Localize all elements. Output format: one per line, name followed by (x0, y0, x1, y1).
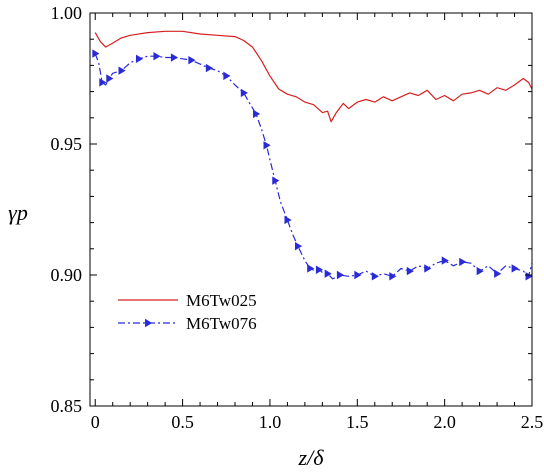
series-point-m6tw076 (135, 54, 144, 64)
series-point-m6tw076 (240, 88, 248, 98)
series-point-m6tw076 (307, 264, 315, 273)
x-tick-label: 0.5 (171, 412, 194, 432)
series-point-m6tw076 (324, 269, 332, 278)
x-axis-label: z/δ (298, 445, 325, 470)
series-point-m6tw076 (494, 269, 502, 278)
series-point-m6tw076 (284, 215, 292, 225)
series-point-m6tw076 (294, 241, 303, 251)
legend-label-m6tw025: M6Tw025 (186, 291, 257, 310)
series-line-m6tw076 (94, 53, 532, 280)
series-point-m6tw076 (511, 264, 519, 273)
y-tick-label: 0.95 (51, 134, 83, 154)
series-point-m6tw076 (371, 272, 379, 281)
series-point-m6tw076 (389, 272, 397, 281)
x-tick-label: 2.0 (433, 412, 456, 432)
series-line-m6tw025 (94, 30, 532, 123)
legend: M6Tw025 M6Tw076 (118, 291, 257, 333)
series-point-m6tw076 (118, 66, 126, 75)
series-point-m6tw076 (263, 141, 271, 150)
series-point-m6tw076 (205, 63, 213, 73)
series-point-m6tw076 (354, 270, 362, 280)
series-point-m6tw076 (406, 266, 414, 276)
series-point-m6tw076 (336, 270, 345, 280)
x-tick-label: 0 (91, 412, 100, 432)
x-tick-label: 2.5 (521, 412, 544, 432)
series-point-m6tw076 (153, 52, 161, 61)
series-point-m6tw076 (99, 78, 107, 87)
series-point-m6tw076 (424, 264, 432, 273)
plot-frame (89, 12, 533, 407)
series-point-m6tw076 (315, 265, 324, 274)
y-axis-label: γp (8, 200, 28, 225)
series-point-m6tw076 (92, 49, 100, 58)
series-point-m6tw076 (106, 74, 114, 83)
axes: 0 0.5 1.0 1.5 2.0 2.5 0.85 0.90 0.95 1.00 z/δ γp (8, 3, 543, 470)
series-m6tw076 (92, 49, 532, 281)
series-point-m6tw076 (223, 71, 231, 81)
series-point-m6tw076 (253, 109, 261, 119)
y-tick-label: 0.90 (51, 265, 83, 285)
series-point-m6tw076 (272, 176, 280, 185)
y-tick-label: 1.00 (51, 3, 83, 23)
x-tick-label: 1.0 (259, 412, 282, 432)
series-point-m6tw076 (188, 55, 196, 65)
legend-label-m6tw076: M6Tw076 (186, 314, 257, 333)
y-tick-label: 0.85 (51, 396, 83, 416)
series-m6tw025 (94, 30, 532, 123)
series-point-m6tw076 (459, 257, 467, 267)
series-point-m6tw076 (525, 272, 532, 281)
plot-area (92, 30, 532, 281)
series-point-m6tw076 (170, 53, 179, 62)
series-point-m6tw076 (476, 266, 484, 276)
x-tick-label: 1.5 (346, 412, 369, 432)
legend-marker-m6tw076 (145, 318, 153, 328)
series-point-m6tw076 (441, 256, 449, 265)
